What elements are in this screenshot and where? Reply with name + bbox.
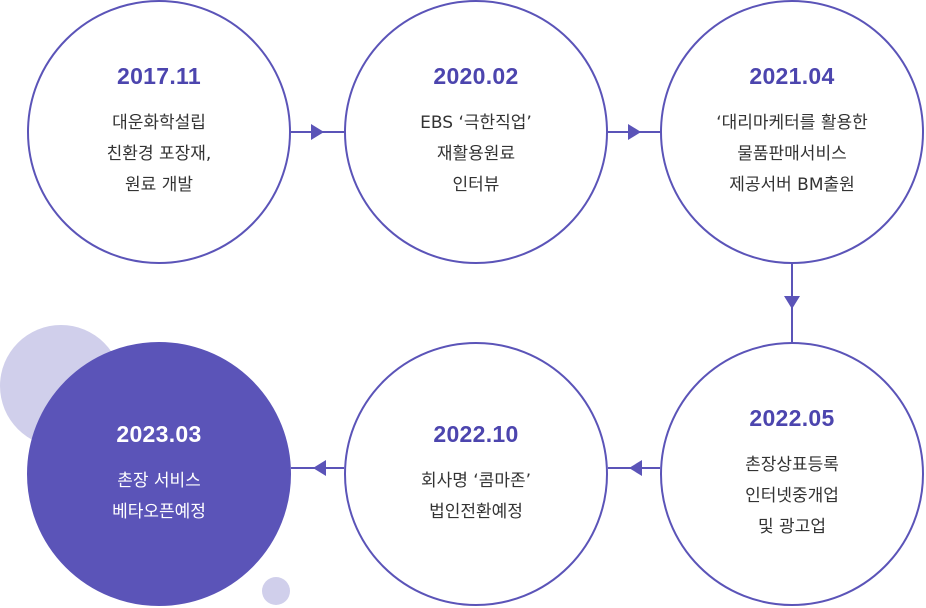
timeline-node-2020-02: 2020.02 EBS ‘극한직업’ 재활용원료 인터뷰 bbox=[344, 0, 608, 264]
node-text-line: 회사명 ‘콤마존’ bbox=[420, 470, 532, 491]
timeline-node-2023-03: 2023.03 촌장 서비스 베타오픈예정 bbox=[27, 342, 291, 606]
node-year: 2020.02 bbox=[433, 63, 519, 89]
node-year: 2022.10 bbox=[433, 420, 519, 447]
node-text-line: 재활용원료 bbox=[436, 144, 516, 164]
node-text-line: ‘대리마케터를 활용한 bbox=[716, 113, 868, 133]
node-text-line: 베타오픈예정 bbox=[112, 501, 206, 522]
arrow-left-icon bbox=[629, 460, 642, 476]
node-text-line: 인터뷰 bbox=[452, 175, 500, 195]
decor-circle-small bbox=[262, 577, 290, 605]
node-text-line: 및 광고업 bbox=[758, 517, 826, 537]
timeline-node-2021-04: 2021.04 ‘대리마케터를 활용한 물품판매서비스 제공서버 BM출원 bbox=[660, 0, 924, 264]
node-year: 2021.04 bbox=[749, 63, 835, 89]
node-text-line: 촌장상표등록 bbox=[745, 455, 839, 475]
timeline-node-2022-10: 2022.10 회사명 ‘콤마존’ 법인전환예정 bbox=[344, 342, 608, 606]
arrow-right-icon bbox=[311, 124, 324, 140]
connector-5-6 bbox=[291, 460, 344, 476]
arrow-right-icon bbox=[628, 124, 641, 140]
timeline-node-2017-11: 2017.11 대운화학설립 친환경 포장재, 원료 개발 bbox=[27, 0, 291, 264]
node-text-line: 원료 개발 bbox=[125, 175, 193, 195]
node-text-line: 법인전환예정 bbox=[429, 501, 523, 522]
node-text-line: 제공서버 BM출원 bbox=[729, 175, 855, 195]
node-text-line: 촌장 서비스 bbox=[117, 470, 201, 491]
node-text-line: EBS ‘극한직업’ bbox=[420, 113, 532, 133]
connector-3-4 bbox=[784, 264, 800, 342]
timeline-node-2022-05: 2022.05 촌장상표등록 인터넷중개업 및 광고업 bbox=[660, 342, 924, 606]
node-year: 2023.03 bbox=[116, 420, 202, 447]
node-text-line: 물품판매서비스 bbox=[737, 144, 847, 164]
connector-1-2 bbox=[291, 124, 344, 140]
connector-2-3 bbox=[608, 124, 660, 140]
arrow-left-icon bbox=[313, 460, 326, 476]
arrow-down-icon bbox=[784, 296, 800, 309]
node-text-line: 대운화학설립 bbox=[112, 113, 206, 133]
node-year: 2022.05 bbox=[749, 405, 835, 431]
node-year: 2017.11 bbox=[117, 63, 201, 89]
node-text-line: 친환경 포장재, bbox=[106, 144, 212, 164]
node-text-line: 인터넷중개업 bbox=[745, 486, 839, 506]
connector-4-5 bbox=[608, 460, 660, 476]
